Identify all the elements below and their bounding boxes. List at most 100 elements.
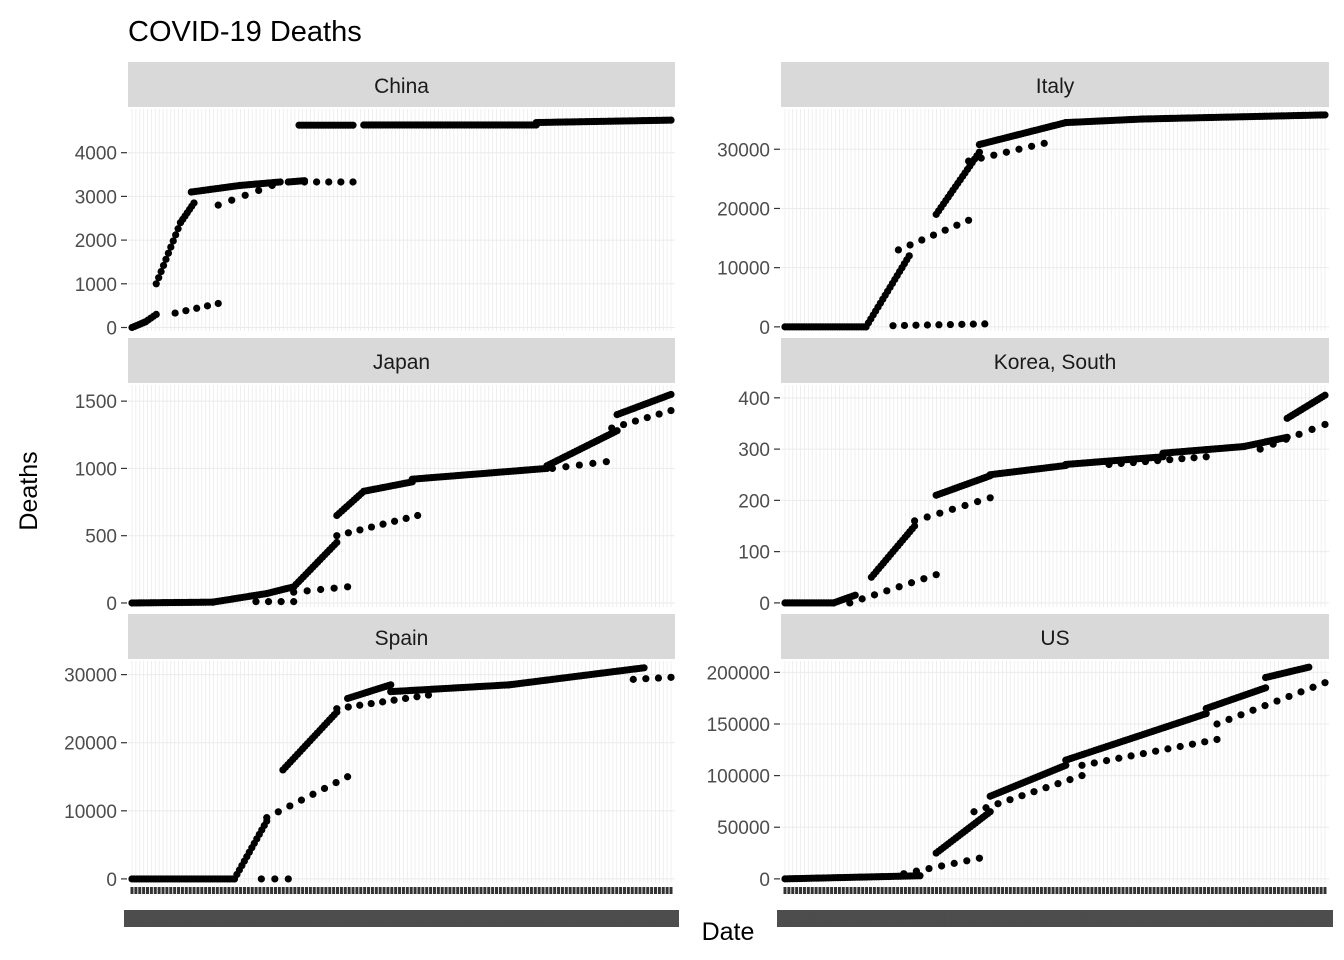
data-point — [1154, 457, 1162, 465]
data-point — [963, 857, 971, 865]
data-point — [981, 320, 989, 328]
data-point — [333, 538, 341, 547]
data-point — [970, 808, 978, 816]
y-tick-label: 500 — [85, 527, 117, 548]
data-point — [1321, 111, 1329, 119]
y-tick-label: 30000 — [64, 666, 117, 687]
data-point — [214, 299, 222, 308]
y-tick-label: 2000 — [75, 231, 117, 252]
y-tick-label: 150000 — [707, 715, 770, 736]
data-point — [990, 151, 998, 159]
data-point — [1127, 752, 1135, 760]
chart-title: COVID-19 Deaths — [128, 16, 362, 48]
data-point — [900, 321, 909, 330]
data-point — [905, 252, 913, 260]
data-point — [1042, 784, 1050, 792]
y-tick-label: 10000 — [717, 259, 770, 280]
data-point — [1256, 445, 1264, 453]
data-point — [1213, 720, 1221, 728]
data-point — [356, 526, 364, 534]
y-tick-label: 3000 — [75, 187, 117, 208]
data-point — [1166, 456, 1174, 464]
data-point — [313, 178, 321, 186]
data-point — [303, 587, 311, 595]
data-point — [1030, 788, 1038, 796]
data-point — [174, 225, 182, 233]
data-point — [1040, 139, 1048, 147]
data-point — [883, 587, 891, 595]
data-point — [169, 237, 177, 245]
data-point — [356, 701, 364, 709]
data-point — [920, 575, 928, 583]
data-point — [846, 599, 854, 607]
data-point — [379, 698, 387, 706]
data-point — [965, 216, 973, 224]
panel-japan: Japan 0 500 1000 1500 — [75, 338, 675, 615]
data-point — [255, 186, 263, 194]
data-point — [925, 864, 933, 873]
data-point — [889, 322, 897, 330]
data-point — [1308, 425, 1316, 433]
data-point — [171, 309, 179, 317]
data-point — [900, 870, 908, 878]
data-point — [325, 178, 333, 186]
data-point — [228, 196, 236, 204]
y-tick-label: 400 — [738, 389, 770, 410]
data-point — [1178, 455, 1186, 463]
data-point — [950, 859, 958, 867]
y-tick-label: 1500 — [75, 392, 117, 413]
points-us — [781, 663, 1329, 883]
data-point — [1164, 745, 1172, 753]
data-point — [274, 808, 282, 816]
data-point — [1202, 710, 1210, 718]
data-point — [911, 517, 919, 525]
data-point — [1237, 711, 1245, 719]
data-point — [654, 674, 663, 682]
strip-spain — [128, 614, 675, 659]
strip-label-us: US — [1040, 627, 1069, 650]
data-point — [367, 699, 375, 708]
data-point — [851, 591, 859, 599]
data-point — [284, 875, 292, 883]
data-point — [643, 413, 651, 422]
data-point — [969, 320, 977, 328]
data-point — [1002, 148, 1011, 156]
points-spain — [128, 664, 675, 883]
data-point — [935, 321, 943, 329]
data-point — [562, 463, 570, 471]
strip-korea-south — [781, 338, 1329, 383]
data-point — [263, 814, 271, 822]
data-point — [1321, 679, 1329, 687]
strip-italy — [781, 62, 1329, 107]
data-point — [402, 514, 410, 522]
data-point — [1176, 742, 1184, 751]
data-point — [390, 696, 398, 704]
data-point — [309, 790, 317, 798]
data-point — [241, 191, 249, 199]
strip-label-japan: Japan — [373, 351, 430, 374]
data-point — [257, 875, 265, 883]
points-japan — [128, 390, 675, 607]
data-point — [349, 178, 357, 186]
y-tick-label: 300 — [738, 440, 770, 461]
data-point — [367, 523, 376, 531]
data-point — [1269, 440, 1277, 448]
panel-us: US 0 50000 100000 150000 200000 — [707, 614, 1333, 927]
x-ticks-spain — [124, 887, 679, 927]
y-tick-label: 0 — [106, 319, 117, 340]
x-ticks-us — [777, 887, 1333, 927]
y-tick-label: 100000 — [707, 767, 770, 788]
data-point — [1102, 756, 1111, 765]
y-tick-label: 1000 — [75, 275, 117, 296]
data-point — [277, 598, 285, 606]
data-point — [1321, 391, 1329, 399]
data-point — [858, 595, 866, 603]
data-point — [271, 875, 279, 883]
data-point — [1006, 796, 1014, 804]
data-point — [152, 310, 160, 318]
data-point — [1225, 715, 1233, 723]
data-point — [589, 459, 597, 467]
y-tick-label: 0 — [106, 870, 117, 891]
y-tick-label: 20000 — [717, 199, 770, 220]
